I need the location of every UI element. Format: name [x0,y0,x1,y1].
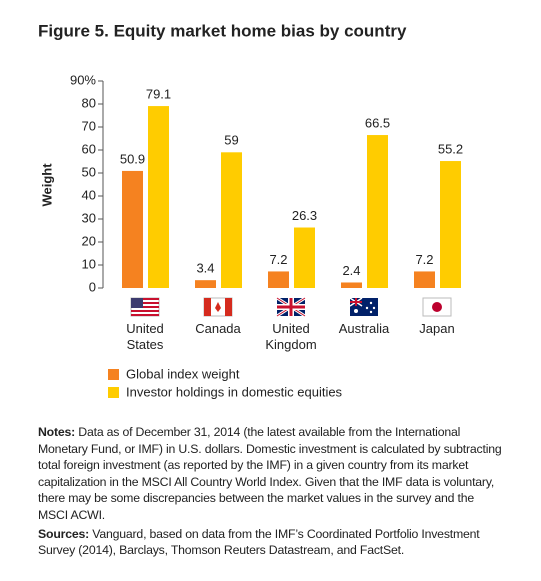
value-label: 55.2 [438,141,463,156]
value-label: 50.9 [120,151,145,166]
bar [294,227,315,288]
bar [268,271,289,288]
value-label: 79.1 [146,87,171,102]
y-axis-label: Weight [39,163,54,207]
bar [341,282,362,288]
y-tick-label: 60 [82,141,96,156]
legend-swatch [108,369,119,380]
bar [440,161,461,288]
y-tick-label: 20 [82,233,96,248]
bar [221,152,242,288]
chart-title: Figure 5. Equity market home bias by cou… [38,21,407,40]
x-tick-label: United Kingdom [265,321,317,352]
y-tick-label: 0 [89,279,96,294]
x-tick-label: Australia [338,321,390,336]
value-label: 3.4 [196,261,214,276]
bar [195,280,216,288]
value-label: 2.4 [342,263,360,278]
y-tick-label: 90% [70,72,96,87]
flags [130,296,452,318]
value-label: 66.5 [365,115,390,130]
bar [148,106,169,288]
notes-text: Data as of December 31, 2014 (the latest… [38,425,502,522]
y-tick-label: 80 [82,95,96,110]
value-label: 7.2 [269,252,287,267]
y-tick-label: 10 [82,256,96,271]
bar [367,135,388,288]
y-tick-label: 70 [82,118,96,133]
y-tick-label: 40 [82,187,96,202]
legend-label: Investor holdings in domestic equities [126,384,343,399]
value-label: 26.3 [292,208,317,223]
notes: Notes: Data as of December 31, 2014 (the… [38,424,503,559]
bar [414,271,435,288]
bar [122,170,143,288]
x-tick-label: United States [126,321,164,352]
x-tick-label: Canada [195,321,241,336]
sources-text: Vanguard, based on data from the IMF’s C… [38,526,480,558]
y-tick-label: 50 [82,164,96,179]
value-label: 7.2 [415,252,433,267]
legend-label: Global index weight [126,366,240,381]
y-tick-label: 30 [82,210,96,225]
value-label: 59 [224,133,238,148]
sources-label: Sources: [38,526,90,541]
legend-swatch [108,387,119,398]
x-tick-label: Japan [419,321,455,336]
notes-label: Notes: [38,425,76,439]
